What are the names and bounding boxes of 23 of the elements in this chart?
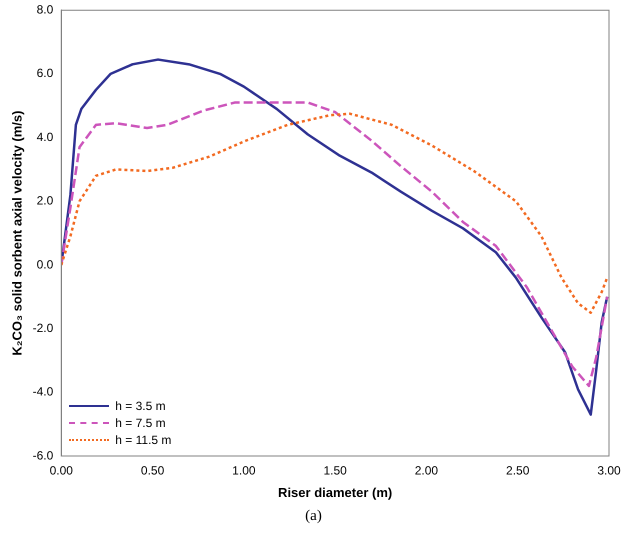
line-series [61,112,608,314]
x-tick-label: 0.50 [140,464,165,478]
x-tick-label: 1.00 [232,464,256,478]
x-axis-title: Riser diameter (m) [278,484,392,500]
legend-label: h = 3.5 m [115,398,166,412]
y-tick-label: 6.0 [36,66,54,80]
y-tick-label: 8.0 [36,2,54,17]
x-tick-label: 1.50 [323,464,348,478]
legend-label: h = 11.5 m [115,432,172,446]
text: (a) [304,508,323,525]
y-tick-label: 2.0 [36,194,54,208]
y-tick-label: -2.0 [32,320,54,335]
legend-label: h = 7.5 m [115,416,166,430]
line-series [61,101,608,388]
x-tick-label: 0.00 [50,464,74,478]
x-tick-label: 2.50 [506,464,530,478]
x-tick-label: 3.00 [597,464,621,478]
y-axis-title: K₂CO₃ solid sorbent axial velocity (m/s) [9,110,24,356]
y-tick-label: -6.0 [32,448,54,462]
x-tick-label: 2.00 [414,464,438,478]
y-tick-label: -4.0 [32,384,54,399]
y-tick-label: 4.0 [36,130,54,144]
y-tick-label: 0.0 [36,257,54,272]
